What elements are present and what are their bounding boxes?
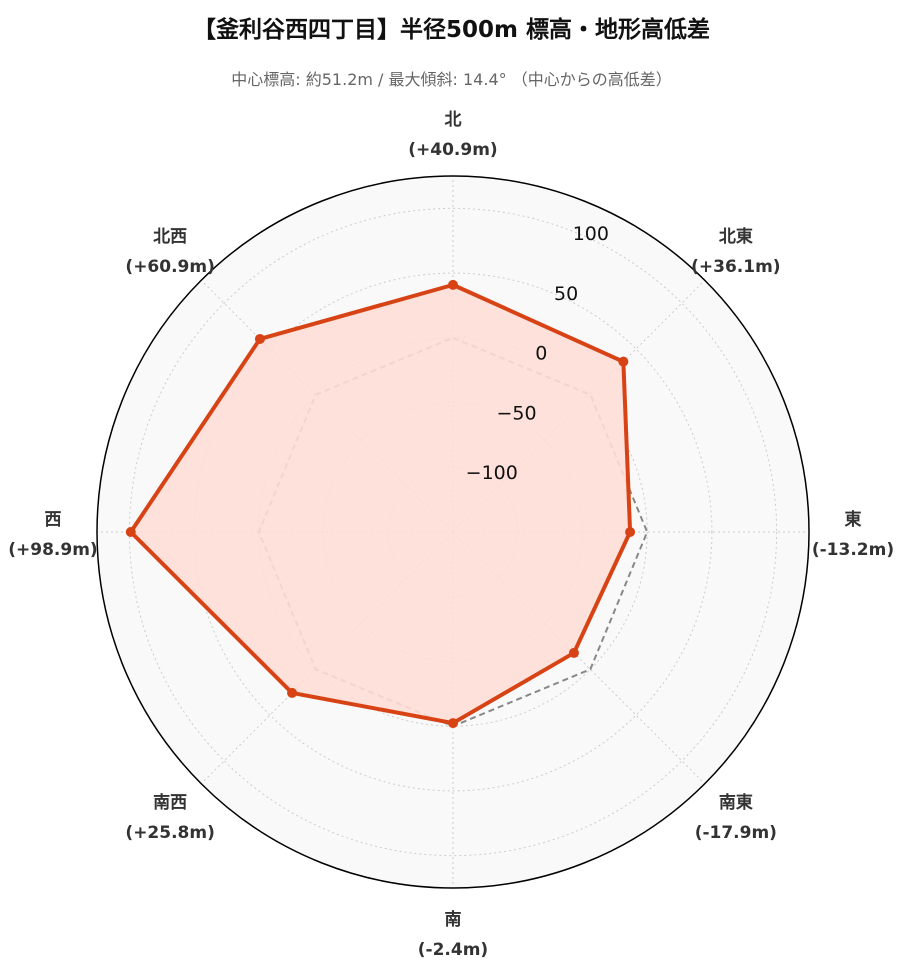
grid-ring <box>258 337 648 727</box>
direction-name: 北東 <box>719 226 753 247</box>
direction-name: 東 <box>845 509 862 530</box>
direction-name: 南 <box>445 909 462 930</box>
grid-spoke <box>200 279 454 533</box>
radial-tick-labels: −100 −50 0 50 100 <box>466 223 609 484</box>
data-point-6 <box>125 527 136 537</box>
direction-value-label: (+60.9m) <box>125 257 214 277</box>
direction-name: 北 <box>445 110 462 130</box>
direction-name: 南東 <box>719 792 753 813</box>
data-point-1 <box>618 356 629 367</box>
radial-tick-label: −100 <box>466 462 518 484</box>
data-point-3 <box>568 647 579 658</box>
grid-ring <box>193 272 713 792</box>
direction-name: 南西 <box>153 792 187 813</box>
direction-value-label: (-13.2m) <box>812 540 894 560</box>
outer-ring <box>96 175 810 889</box>
radial-tick-label: 100 <box>573 223 609 245</box>
data-point-2 <box>625 527 636 537</box>
direction-name: 北西 <box>153 227 187 247</box>
data-point-7 <box>254 333 265 344</box>
direction-value-label: (-17.9m) <box>695 823 777 843</box>
data-point-4 <box>448 718 458 729</box>
direction-value-label: (-2.4m) <box>418 940 488 960</box>
direction-value-label: (+25.8m) <box>125 823 214 843</box>
grid-spoke <box>452 279 706 533</box>
radial-tick-label: −50 <box>496 402 536 424</box>
direction-value-label: (+40.9m) <box>408 140 497 160</box>
grid-spoke <box>200 531 454 785</box>
data-point-5 <box>287 687 298 698</box>
direction-value-label: (+36.1m) <box>691 257 780 277</box>
radial-tick-label: 50 <box>554 283 578 305</box>
direction-value-label: (+98.9m) <box>8 540 97 560</box>
series-points <box>125 279 636 729</box>
chart-subtitle: 中心標高: 約51.2m / 最大傾斜: 14.4° （中心からの高低差） <box>231 70 672 89</box>
grid-spoke <box>452 531 706 785</box>
radial-tick-label: 0 <box>535 343 547 365</box>
chart-title: 【釜利谷西四丁目】半径500m 標高・地形高低差 <box>193 17 710 43</box>
data-point-0 <box>448 279 458 290</box>
direction-labels: 北 (+40.9m) 北東 (+36.1m) 東 (-13.2m) 南東 (-17.9m) 南 (… <box>8 110 894 960</box>
series-area <box>130 284 631 724</box>
direction-name: 西 <box>45 510 62 530</box>
